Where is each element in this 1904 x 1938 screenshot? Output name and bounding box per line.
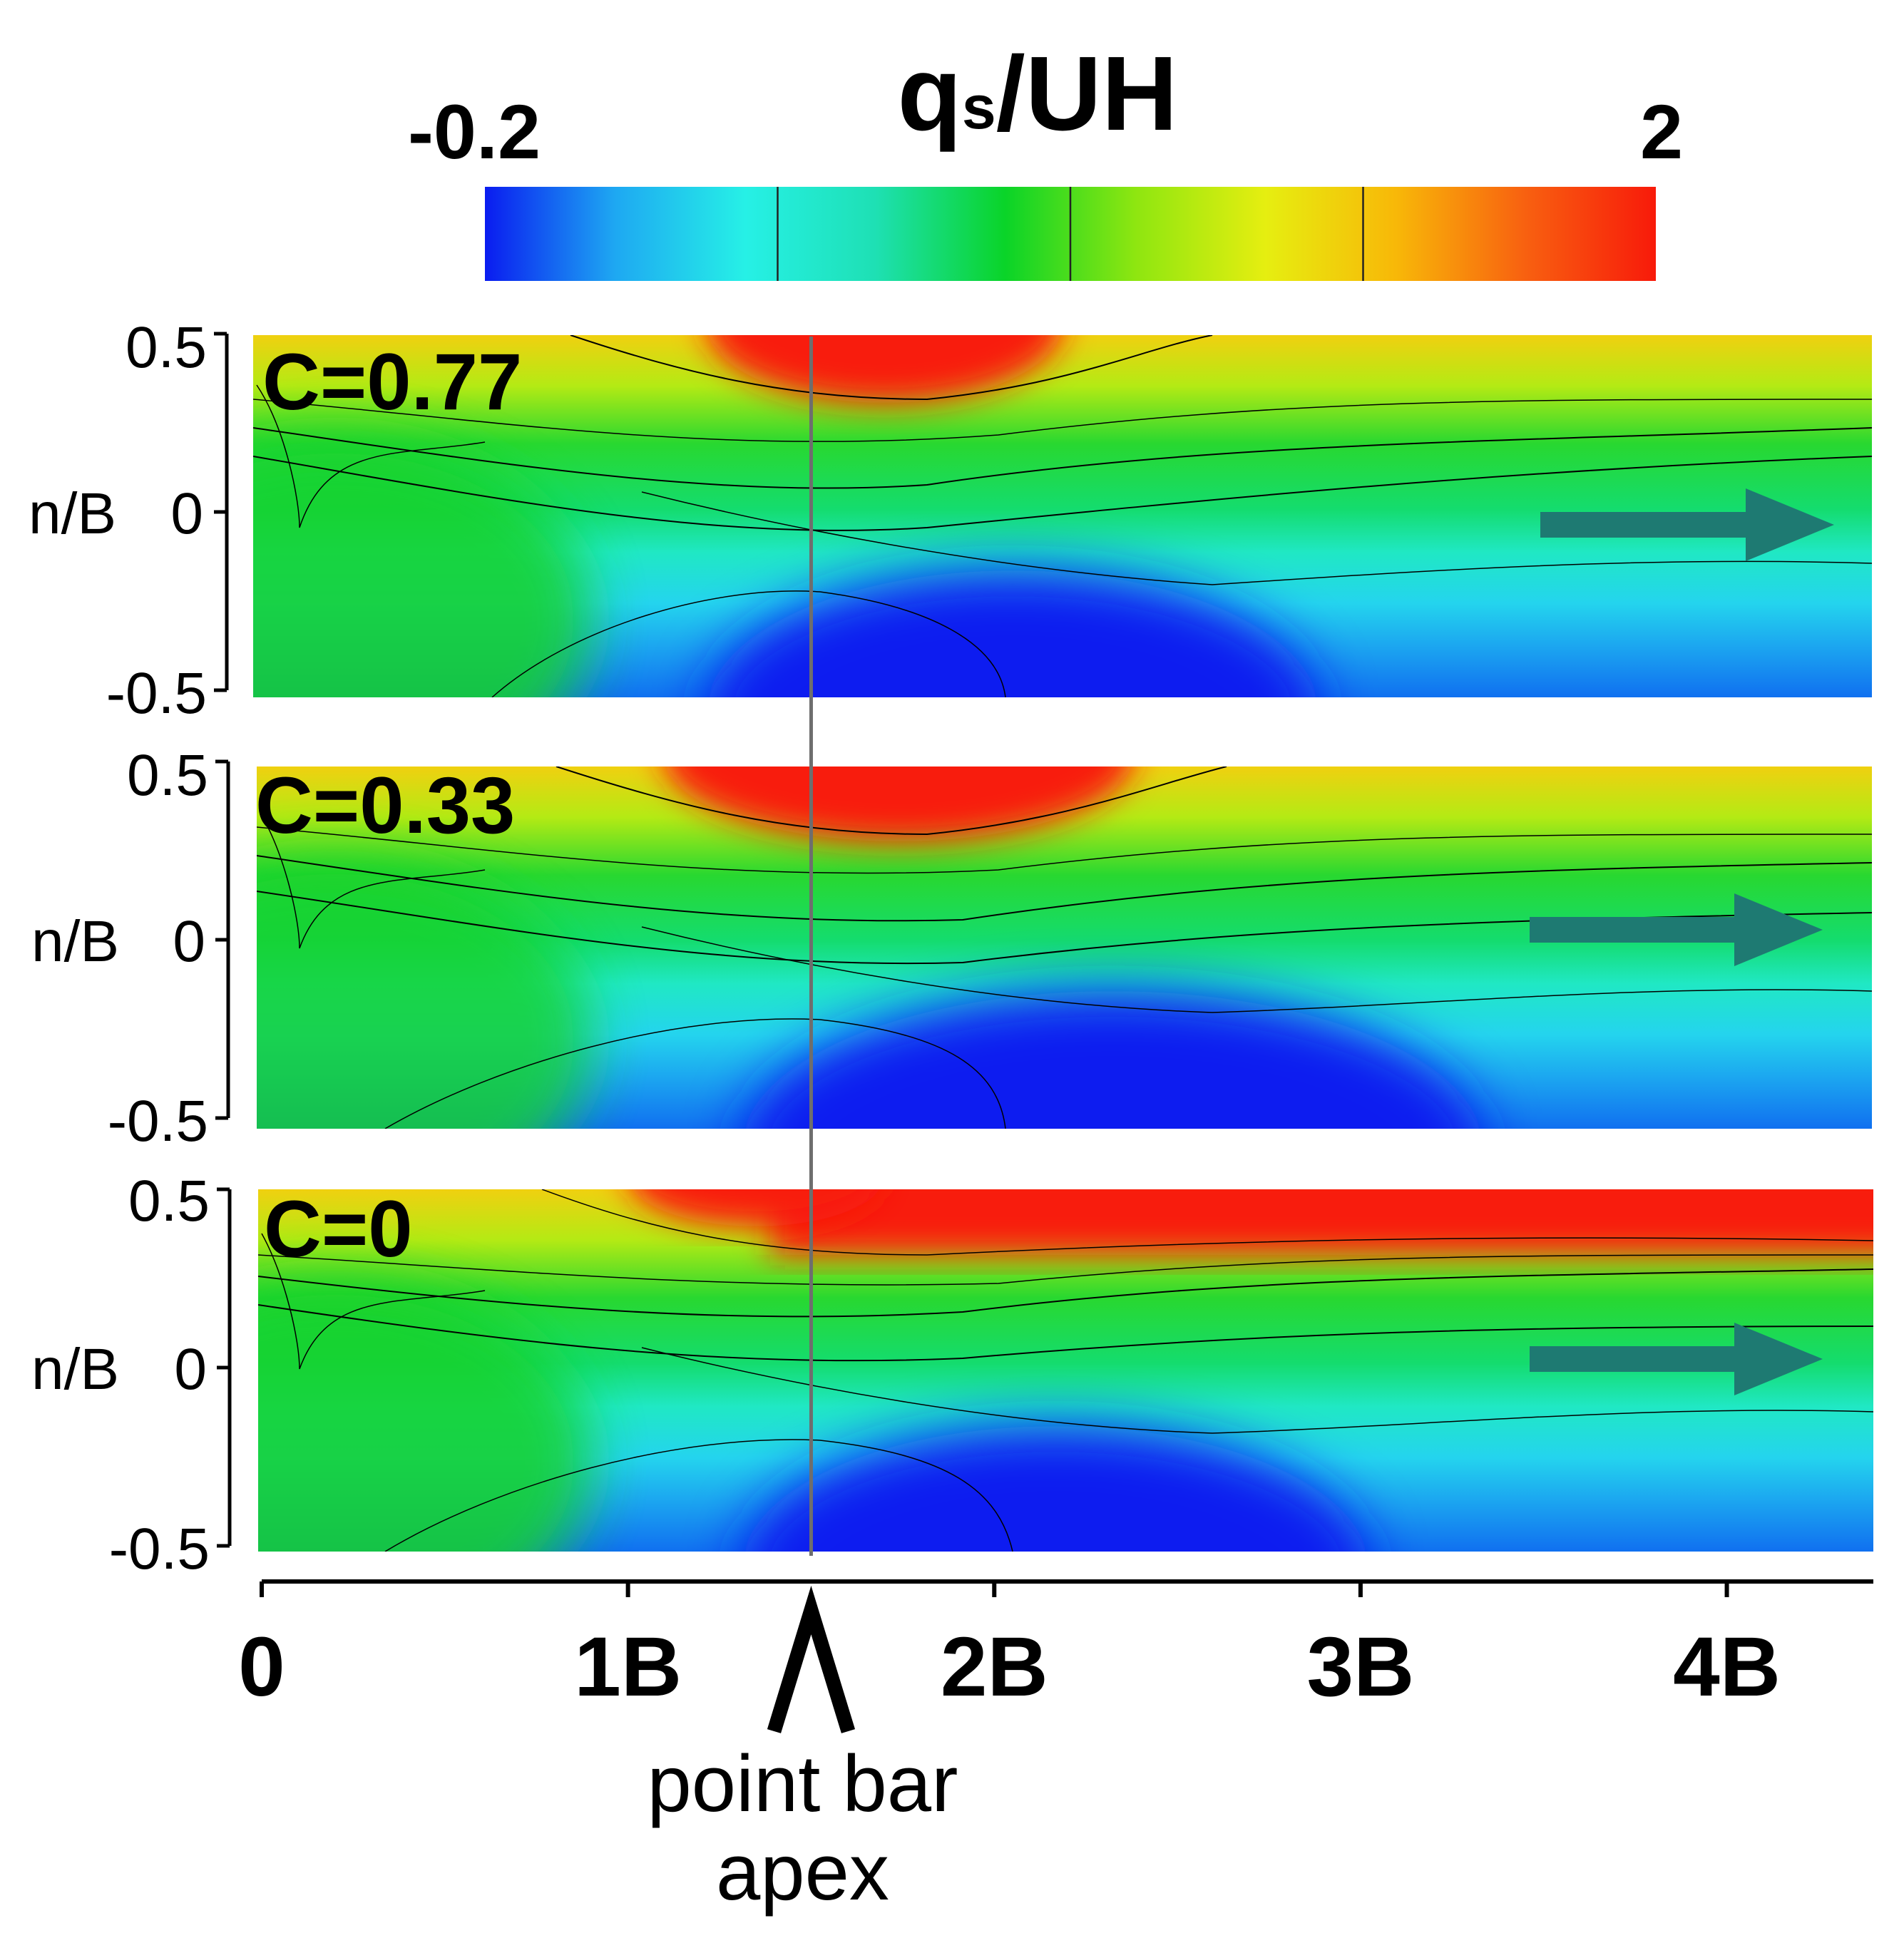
panel-3-ytick-label-top: 0.5 bbox=[128, 1169, 210, 1234]
panel-2-ylabel: n/B bbox=[31, 909, 119, 974]
panel-1-ytick-label-top: 0.5 bbox=[126, 315, 207, 380]
panel-1-flow-arrow-icon bbox=[1540, 488, 1834, 561]
x-tick-label-2: 2B bbox=[941, 1620, 1048, 1714]
x-tick-label-3: 3B bbox=[1306, 1620, 1414, 1714]
panel-2-low-zone bbox=[744, 991, 1481, 1129]
panel-3-low-zone bbox=[744, 1426, 1367, 1552]
colorbar-contour-ticks bbox=[777, 187, 1364, 281]
x-tick-label-0: 0 bbox=[238, 1620, 285, 1714]
x-axis-ticks: 0 1B 2B 3B 4B bbox=[238, 1581, 1781, 1714]
colorbar: qs/UH -0.2 2 bbox=[408, 35, 1683, 281]
colorbar-title-sub: s bbox=[962, 73, 996, 142]
colorbar-title-rest: /UH bbox=[996, 35, 1178, 153]
colorbar-title-q: q bbox=[897, 35, 961, 153]
panel-3-ytick-label-bot: -0.5 bbox=[109, 1517, 210, 1581]
panel-2-high-zone bbox=[665, 767, 1132, 841]
panel-1-label: C=0.77 bbox=[262, 337, 522, 426]
panel-3: C=0 0.5 0 -0.5 n/B bbox=[31, 1169, 1873, 1581]
point-bar-apex-annotation: point bar apex bbox=[648, 1585, 958, 1917]
x-tick-label-1: 1B bbox=[574, 1620, 682, 1714]
colorbar-min-label: -0.2 bbox=[408, 88, 541, 175]
colorbar-title: qs/UH bbox=[897, 35, 1177, 153]
panel-3-ytick-label-mid: 0 bbox=[174, 1337, 207, 1402]
panel-2-ytick-label-top: 0.5 bbox=[127, 743, 208, 808]
panel-1-ylabel: n/B bbox=[29, 481, 116, 546]
annotation-line-1: point bar bbox=[648, 1739, 958, 1828]
panel-1: C=0.77 0.5 0 -0.5 n/B bbox=[29, 315, 1872, 726]
annotation-line-2: apex bbox=[716, 1827, 889, 1917]
panel-2: C=0.33 0.5 0 -0.5 n/B bbox=[31, 743, 1872, 1154]
panel-3-flow-arrow-icon bbox=[1530, 1323, 1823, 1395]
panel-1-high-zone bbox=[707, 335, 1061, 403]
panel-3-label: C=0 bbox=[264, 1184, 413, 1273]
x-tick-label-4: 4B bbox=[1673, 1620, 1781, 1714]
panel-2-ytick-label-mid: 0 bbox=[173, 909, 205, 974]
panel-1-ytick-label-mid: 0 bbox=[170, 481, 203, 546]
panel-1-low-zone bbox=[707, 570, 1318, 697]
panel-2-flow-arrow-icon bbox=[1530, 893, 1823, 966]
panel-2-label: C=0.33 bbox=[255, 761, 515, 850]
panel-2-heatmap bbox=[257, 767, 1872, 1129]
x-axis: 0 1B 2B 3B 4B bbox=[238, 1579, 1873, 1714]
panel-3-ylabel: n/B bbox=[31, 1337, 119, 1402]
apex-caret-icon bbox=[767, 1585, 856, 1733]
panel-2-ytick-label-bot: -0.5 bbox=[108, 1089, 208, 1154]
colorbar-max-label: 2 bbox=[1640, 88, 1683, 175]
panel-1-ytick-label-bot: -0.5 bbox=[106, 661, 207, 726]
panel-3-high-zone bbox=[770, 1189, 1873, 1255]
panel-3-heatmap bbox=[258, 1189, 1873, 1552]
